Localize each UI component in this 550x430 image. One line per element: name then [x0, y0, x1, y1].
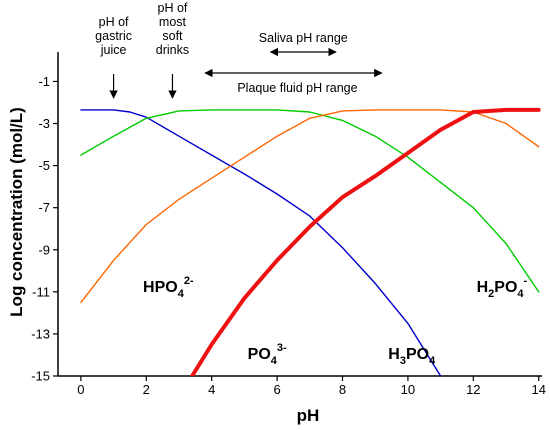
- series-label-part: 3-: [277, 342, 287, 354]
- series-labels: HPO42- H2PO4-PO43- H3PO4: [143, 275, 528, 367]
- y-tick-label: -15: [31, 369, 50, 384]
- series-label-part: PO: [406, 346, 429, 363]
- series-label-part: PO: [248, 346, 271, 363]
- y-tick-label: -11: [32, 284, 50, 299]
- y-tick-label: -3: [38, 116, 50, 131]
- series-label-part: 4: [178, 288, 185, 300]
- x-tick-label: 6: [273, 382, 280, 397]
- series-label-part: 2-: [184, 275, 194, 287]
- y-tick-label: -13: [31, 326, 50, 341]
- annotation-gastric: juice: [100, 43, 127, 57]
- x-tick-label: 4: [208, 382, 215, 397]
- x-tick-label: 2: [143, 382, 150, 397]
- y-tick-label: -5: [38, 158, 50, 173]
- series-label-part: 2: [488, 288, 494, 300]
- x-tick-label: 10: [401, 382, 415, 397]
- series-label-part: H: [388, 346, 400, 363]
- x-axis-title: pH: [297, 406, 320, 425]
- series-label: H2PO4-: [477, 275, 528, 300]
- series-label-part: 4: [429, 355, 436, 367]
- series-label-part: HPO: [143, 279, 178, 296]
- annotation-saliva: Saliva pH range: [259, 31, 348, 45]
- y-tick-label: -1: [38, 74, 50, 89]
- series-label: HPO42-: [143, 275, 194, 300]
- series-line: [80, 109, 540, 304]
- annotation-plaque: Plaque fluid pH range: [237, 81, 357, 95]
- x-tick-label: 0: [77, 382, 84, 397]
- series-line: [80, 109, 540, 293]
- x-tick-label: 12: [466, 382, 480, 397]
- y-tick-label: -7: [38, 200, 50, 215]
- y-axis-title: Log concentration (mol/L): [7, 107, 26, 317]
- series-line: [190, 107, 541, 376]
- series-label-part: 4: [517, 288, 524, 300]
- axes: 0 2 4 6 8 10 12 14-1-3-5-7-9-11-13-15: [31, 52, 546, 397]
- annotation-soft-drinks: most: [159, 15, 187, 29]
- series-label-part: PO: [494, 279, 517, 296]
- y-tick-label: -9: [38, 242, 50, 257]
- series-label-part: H: [477, 279, 489, 296]
- annotation-soft-drinks: pH of: [158, 1, 188, 15]
- annotation-gastric: gastric: [95, 29, 132, 43]
- series-label-part: 3: [400, 355, 406, 367]
- annotation-soft-drinks: drinks: [156, 43, 189, 57]
- series-label-part: -: [524, 275, 528, 287]
- series-label: H3PO4: [388, 346, 436, 367]
- x-tick-label: 8: [339, 382, 346, 397]
- series-lines: [80, 107, 541, 376]
- series-label-part: 4: [271, 355, 278, 367]
- series-label: PO43-: [248, 342, 287, 367]
- series-line: [80, 109, 442, 376]
- annotation-soft-drinks: soft: [162, 29, 183, 43]
- annotation-gastric: pH of: [99, 15, 129, 29]
- x-tick-label: 14: [531, 382, 545, 397]
